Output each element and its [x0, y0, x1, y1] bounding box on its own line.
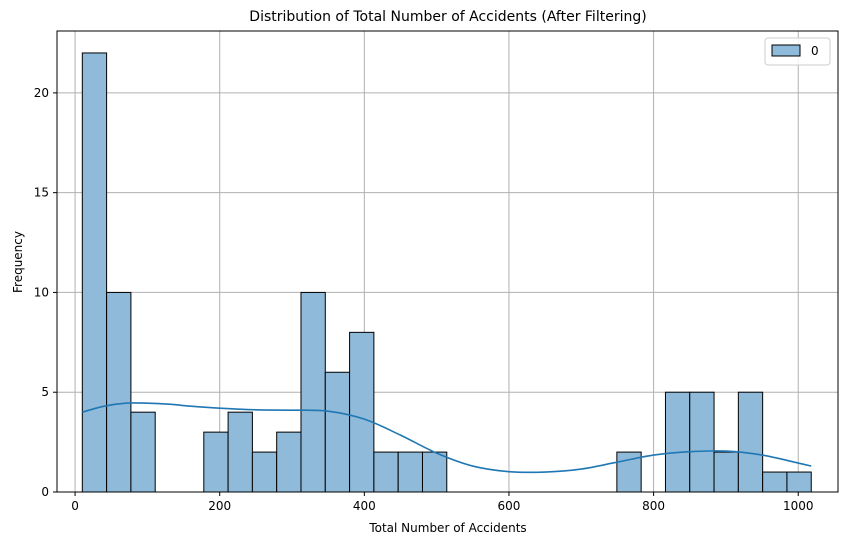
histogram-bar	[664, 391, 691, 493]
chart-title: Distribution of Total Number of Accident…	[249, 9, 646, 25]
histogram-bar	[324, 371, 351, 493]
grid-lines	[57, 31, 838, 493]
histogram-bar	[251, 451, 278, 493]
histogram-bar	[689, 391, 715, 493]
histogram-bar	[421, 451, 448, 493]
y-tick-label: 10	[34, 285, 49, 299]
y-axis-label: Frequency	[11, 231, 25, 293]
histogram-bar	[373, 451, 399, 493]
y-tick-label: 15	[34, 186, 49, 200]
x-tick-label: 200	[208, 499, 231, 513]
x-tick-label: 800	[642, 499, 665, 513]
histogram-bar	[713, 451, 739, 493]
histogram-bar	[81, 52, 108, 493]
histogram-bar	[276, 431, 302, 493]
histogram-bar	[300, 291, 326, 493]
x-axis-label: Total Number of Accidents	[368, 521, 526, 535]
x-tick-label: 1000	[783, 499, 814, 513]
x-axis-ticks: 0 200 400 600 800 1000	[71, 492, 814, 513]
histogram-bar	[203, 431, 229, 493]
x-tick-label: 0	[71, 499, 79, 513]
plot-frame	[56, 30, 839, 493]
legend-label: 0	[811, 44, 819, 58]
legend-swatch	[771, 44, 801, 57]
y-axis-ticks: 0 5 10 15 20	[34, 86, 57, 499]
histogram-bar	[349, 331, 375, 493]
histogram-bar	[762, 471, 788, 493]
y-tick-label: 5	[41, 385, 49, 399]
histogram-bar	[130, 411, 156, 493]
histogram-bar	[397, 451, 423, 493]
histogram-bars	[81, 52, 812, 493]
y-tick-label: 0	[41, 485, 49, 499]
histogram-bar	[786, 471, 812, 493]
legend: 0	[764, 37, 831, 66]
histogram-bar	[227, 411, 253, 493]
y-tick-label: 20	[34, 86, 49, 100]
histogram-bar	[737, 391, 764, 493]
x-tick-label: 400	[353, 499, 376, 513]
histogram-bar	[106, 291, 132, 493]
x-tick-label: 600	[498, 499, 521, 513]
kde-curve	[82, 402, 812, 474]
